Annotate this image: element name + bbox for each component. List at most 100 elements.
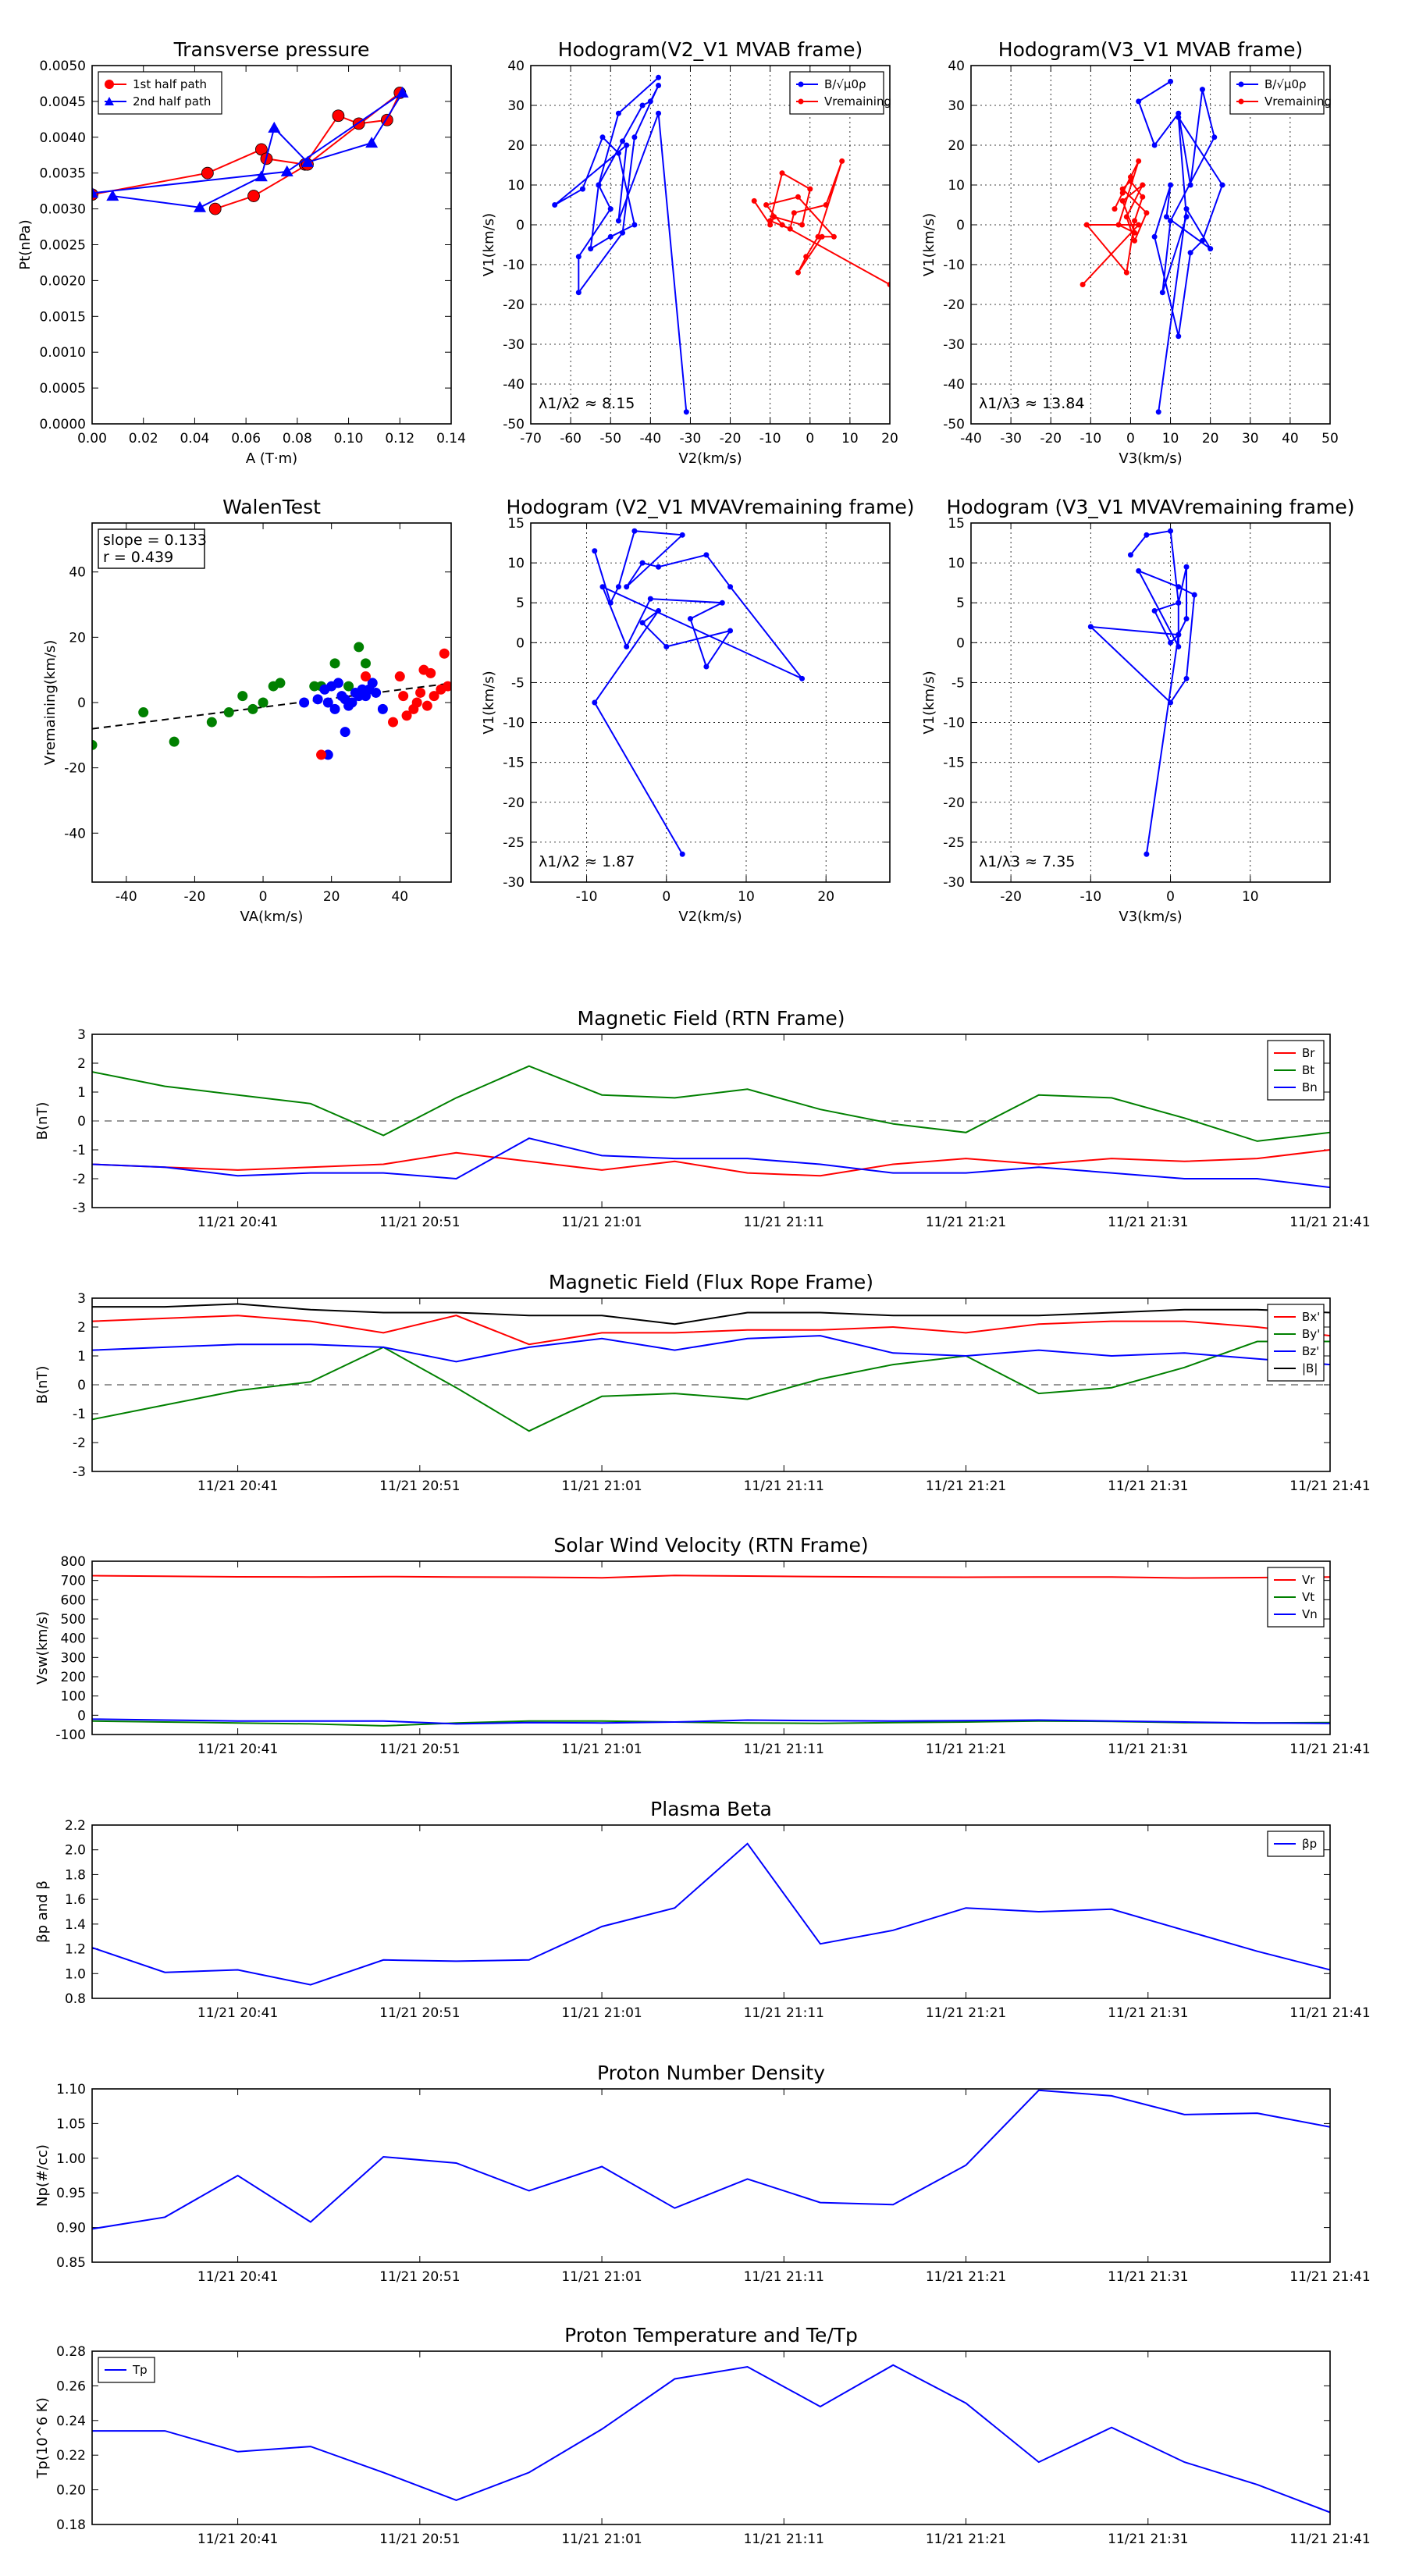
x-tick-label: 11/21 21:31 bbox=[1108, 1742, 1188, 1757]
series-b-0--point bbox=[1163, 214, 1169, 220]
series-vremaining-point bbox=[819, 233, 825, 240]
series-0-point bbox=[1168, 699, 1174, 706]
series-red-point bbox=[316, 749, 327, 760]
series-0-point bbox=[719, 600, 725, 606]
y-tick-label: 20 bbox=[69, 630, 86, 646]
chart-tp: 11/21 20:41 11/21 20:51 11/21 21:01 11/21 2… bbox=[34, 2324, 1371, 2547]
y-tick-label: 400 bbox=[61, 1631, 86, 1647]
y-tick-label: 0.0025 bbox=[40, 238, 86, 254]
series-b-0--point bbox=[656, 110, 662, 116]
legend-label: |B| bbox=[1302, 1361, 1318, 1375]
series-vremaining-point bbox=[791, 210, 797, 216]
x-tick-label: 30 bbox=[1242, 431, 1259, 447]
series-b-0--point bbox=[607, 206, 614, 212]
series-bz--line bbox=[92, 1335, 1330, 1366]
x-tick-label: 10 bbox=[1242, 889, 1259, 905]
x-tick-label: 0.12 bbox=[385, 431, 414, 447]
x-tick-label: -10 bbox=[1080, 889, 1101, 905]
x-tick-label: -10 bbox=[759, 431, 781, 447]
y-tick-label: -10 bbox=[503, 258, 525, 273]
series-b-0--point bbox=[552, 202, 558, 208]
series-vremaining-point bbox=[1140, 182, 1146, 188]
y-tick-label: 0 bbox=[956, 635, 965, 651]
series-vremaining-point bbox=[1136, 158, 1142, 164]
x-tick-label: 40 bbox=[1282, 431, 1299, 447]
series-0-point bbox=[599, 584, 606, 590]
legend: Vr Vt Vn bbox=[1267, 1567, 1325, 1628]
legend-label: βp bbox=[1302, 1837, 1317, 1851]
y-tick-label: -100 bbox=[55, 1727, 86, 1743]
y-tick-label: 15 bbox=[507, 516, 525, 532]
y-tick-label: 2 bbox=[77, 1320, 86, 1336]
plot-frame bbox=[91, 2350, 1331, 2525]
series-2nd-half-path-point bbox=[106, 190, 119, 201]
legend-label: Vremaining bbox=[824, 94, 891, 109]
x-tick-label: 0 bbox=[662, 889, 670, 905]
series-red-point bbox=[422, 700, 432, 711]
legend-label: Vn bbox=[1302, 1607, 1318, 1621]
chart-np: 11/21 20:41 11/21 20:51 11/21 21:01 11/21 2… bbox=[34, 2062, 1371, 2285]
x-tick-label: 11/21 20:51 bbox=[379, 2005, 460, 2021]
x-tick-label: 11/21 21:01 bbox=[561, 1742, 642, 1757]
plot-area bbox=[592, 528, 806, 857]
series-b-0--point bbox=[656, 74, 662, 80]
series-blue-point bbox=[329, 703, 340, 714]
x-axis-label: VA(km/s) bbox=[240, 909, 304, 925]
x-tick-label: -20 bbox=[1040, 431, 1062, 447]
x-tick-label: -10 bbox=[1080, 431, 1101, 447]
y-axis-label: V1(km/s) bbox=[481, 671, 497, 734]
chart-title: Proton Number Density bbox=[597, 2062, 825, 2084]
series-vremaining-point bbox=[763, 202, 770, 208]
y-tick-label: 10 bbox=[507, 556, 525, 571]
series-0-point bbox=[1176, 600, 1182, 606]
x-tick-label: 11/21 21:01 bbox=[561, 2269, 642, 2285]
legend-label: B/√μ0ρ bbox=[1264, 77, 1307, 91]
series-0-point bbox=[1144, 532, 1150, 538]
y-tick-label: -20 bbox=[503, 795, 525, 811]
series-0-point bbox=[647, 596, 653, 602]
chart-pt: 0.00 0.02 0.04 0.06 0.08 0.10 0.12 0.14 0.0000 0.… bbox=[17, 38, 466, 467]
y-tick-label: 0.95 bbox=[56, 2186, 86, 2201]
legend-box bbox=[98, 71, 222, 115]
x-tick-label: 11/21 21:11 bbox=[744, 2532, 824, 2547]
plot-frame bbox=[530, 65, 891, 425]
series-0-point bbox=[1176, 632, 1182, 638]
series-green-point bbox=[206, 717, 217, 728]
x-axis-label: V3(km/s) bbox=[1119, 909, 1182, 925]
x-tick-label: -20 bbox=[720, 431, 742, 447]
x-tick-label: 11/21 21:01 bbox=[561, 1215, 642, 1230]
x-axis-label: A (T·m) bbox=[246, 450, 297, 467]
series-2nd-half-path-point bbox=[92, 187, 98, 198]
y-tick-label: 0 bbox=[77, 1708, 86, 1724]
series-1st-half-path-point bbox=[332, 109, 345, 123]
x-tick-label: 11/21 21:31 bbox=[1108, 2005, 1188, 2021]
series-2nd-half-path-point bbox=[301, 155, 314, 167]
series-red-point bbox=[415, 687, 426, 698]
x-tick-label: -50 bbox=[599, 431, 621, 447]
series-green-point bbox=[329, 658, 340, 669]
series-0-point bbox=[1168, 528, 1174, 534]
chart-title: Hodogram(V3_V1 MVAB frame) bbox=[998, 38, 1303, 61]
x-tick-label: 11/21 21:31 bbox=[1108, 1478, 1188, 1494]
x-tick-label: 0 bbox=[806, 431, 814, 447]
series-0-point bbox=[1144, 851, 1150, 857]
series-vremaining-point bbox=[1132, 218, 1138, 224]
series-2nd-half-path-point bbox=[280, 165, 293, 176]
series-0-line bbox=[593, 530, 803, 855]
series-0-point bbox=[1183, 564, 1190, 570]
y-tick-label: 3 bbox=[77, 1291, 86, 1307]
y-tick-label: 0.0020 bbox=[40, 273, 86, 289]
series-green-point bbox=[275, 678, 286, 688]
legend-label: 1st half path bbox=[133, 77, 207, 91]
legend-label: 2nd half path bbox=[133, 94, 211, 109]
y-tick-label: -15 bbox=[503, 756, 525, 771]
plot-frame bbox=[91, 65, 452, 425]
legend-label: Bz' bbox=[1302, 1344, 1319, 1358]
x-tick-label: 11/21 21:01 bbox=[561, 1478, 642, 1494]
series-2nd-half-path-point bbox=[268, 121, 281, 133]
x-tick-label: 11/21 20:51 bbox=[379, 1478, 460, 1494]
series-0-point bbox=[592, 548, 598, 554]
series-tp-line bbox=[92, 2364, 1330, 2514]
series-vremaining-point bbox=[751, 197, 757, 204]
x-tick-label: -60 bbox=[560, 431, 582, 447]
